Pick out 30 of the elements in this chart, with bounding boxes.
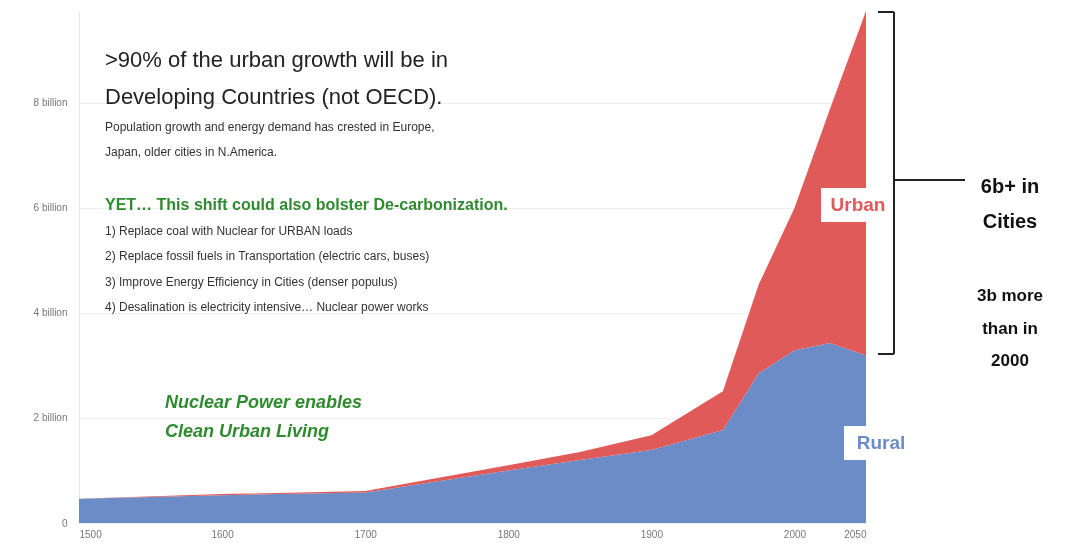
text: 3b more (976, 286, 1044, 305)
series-label: Urban (830, 194, 886, 215)
text: 6b+ in (980, 175, 1040, 197)
y-tick-label: 8 billion (33, 97, 68, 109)
annotation: Japan, older cities in N.America. (105, 145, 278, 159)
annotation: >90% of the urban growth will be in (105, 47, 449, 72)
annotation: Developing Countries (not OECD). (105, 84, 443, 109)
annotation: 1) Replace coal with Nuclear for URBAN loads (105, 224, 353, 238)
series-label: Rural (856, 432, 906, 453)
x-tick-label: 2000 (783, 528, 807, 540)
x-tick-label: 2050 (844, 528, 867, 540)
x-tick-label: 1600 (211, 528, 235, 540)
x-tick-label: 1500 (79, 528, 103, 540)
x-tick-label: 1800 (497, 528, 521, 540)
y-tick-label: 6 billion (33, 202, 68, 214)
x-tick-label: 1900 (640, 528, 664, 540)
annotation: 2) Replace fossil fuels in Transportation (electric cars, buses) (105, 249, 430, 263)
text: 2000 (991, 351, 1029, 370)
annotation: 3) Improve Energy Efficiency in Cities (denser populus) (105, 275, 398, 289)
annotation: 4) Desalination is electricity intensive… Nuclear power works (105, 300, 429, 314)
text: than in (982, 319, 1038, 338)
y-tick-label: 0 (61, 517, 68, 529)
y-tick-label: 4 billion (33, 307, 68, 319)
x-tick-label: 1700 (354, 528, 378, 540)
annotation: Nuclear Power enables (165, 392, 363, 412)
annotation: YET… This shift could also bolster De-carbonization. (105, 196, 508, 213)
text: Cities (982, 210, 1038, 232)
y-tick-label: 2 billion (33, 412, 68, 424)
annotation: Clean Urban Living (165, 421, 330, 441)
annotation: Population growth and energy demand has crested in Europe, (105, 120, 435, 134)
